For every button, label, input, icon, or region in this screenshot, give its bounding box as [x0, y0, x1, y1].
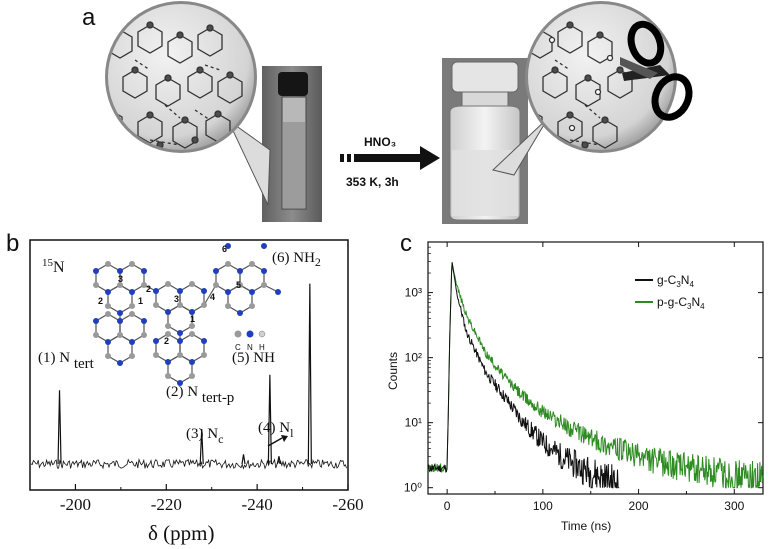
site-number: 5	[236, 280, 241, 290]
decay-x-axis-label: Time (ns)	[561, 519, 611, 533]
nmr-x-tick-label: -220	[151, 495, 182, 514]
nmr-peak	[57, 390, 62, 465]
isotope-label: 15N	[42, 257, 65, 276]
decay-x-tick-label: 0	[444, 499, 451, 513]
panel-label-a: a	[82, 4, 96, 31]
peak-label-2: (2) N tert-p	[166, 384, 234, 406]
atom-legend-n: N	[247, 343, 253, 352]
peak-label-1: (1) N tert	[38, 350, 95, 372]
nmr-x-tick-label: -200	[60, 495, 91, 514]
nmr-spectrum-chart: -200 -220 -240 -260 δ (ppm)	[29, 239, 364, 545]
decay-y-tick-label: 10³	[405, 286, 422, 300]
nmr-baseline-noise	[30, 458, 347, 470]
series-p-g-c3n4	[427, 261, 764, 489]
site-number: 2	[146, 284, 151, 294]
decay-y-tick-label: 10²	[405, 351, 422, 365]
decay-x-tick-label: 100	[533, 499, 553, 513]
site-number: 1	[138, 296, 143, 306]
site-number: 6	[222, 244, 227, 254]
scissors-icon	[620, 20, 693, 121]
nmr-x-tick-label: -240	[242, 495, 273, 514]
peak-label-3: (3) Nc	[186, 426, 223, 446]
peak-label-5: (5) NH	[232, 350, 275, 366]
reagent-label: HNO₃	[364, 135, 396, 149]
decay-plot-frame	[427, 241, 764, 495]
site-number: 2	[164, 336, 169, 346]
series-g-c3n4	[427, 262, 620, 489]
panel-a-illustration: HNO₃ 353 K, 3h	[105, 1, 693, 224]
vial-photo	[262, 66, 322, 222]
decay-y-axis-label: Counts	[386, 352, 400, 390]
nmr-peak	[241, 454, 246, 465]
nmr-plot-frame	[29, 239, 349, 491]
panel-label-c: c	[400, 230, 412, 257]
heptazine-structure-inset: 3 2 1 2 3 4 1 5 6 2 C N H	[93, 243, 281, 386]
nmr-peak	[199, 429, 204, 465]
bottle-photo	[442, 58, 528, 224]
decay-x-tick-label: 300	[724, 499, 744, 513]
nmr-peak	[276, 456, 282, 465]
peak-label-4: (4) Nl	[258, 420, 294, 440]
legend-label-p-g-c3n4: p-g-C3N4	[657, 295, 705, 311]
decay-legend: g-C3N4 p-g-C3N4	[635, 273, 705, 311]
magnifier-left	[105, 1, 257, 153]
magnifier-right	[525, 1, 677, 153]
decay-x-tick-label: 200	[629, 499, 649, 513]
nmr-x-tick-label: -260	[332, 495, 363, 514]
site-number: 1	[190, 314, 195, 324]
atom-legend: C N H	[234, 330, 266, 352]
nmr-x-axis-label: δ (ppm)	[148, 521, 214, 545]
atom-legend-h: H	[259, 343, 265, 352]
peak-label-6: (6) NH2	[272, 250, 321, 269]
atom-legend-c: C	[235, 343, 241, 352]
site-number: 4	[210, 292, 215, 302]
peak-4-arrowhead	[281, 435, 288, 442]
site-number: 3	[118, 274, 123, 284]
peak-4-arrow	[267, 437, 283, 447]
conditions-label: 353 K, 3h	[346, 175, 399, 189]
nmr-peak	[267, 374, 272, 465]
decay-y-tick-label: 10⁰	[404, 481, 422, 495]
nmr-peak	[307, 283, 312, 465]
reaction-arrow	[340, 146, 440, 170]
panel-label-b: b	[6, 230, 20, 257]
site-number: 3	[174, 294, 179, 304]
site-number: 2	[98, 296, 103, 306]
decay-y-tick-label: 10¹	[405, 416, 422, 430]
legend-label-g-c3n4: g-C3N4	[657, 273, 694, 289]
